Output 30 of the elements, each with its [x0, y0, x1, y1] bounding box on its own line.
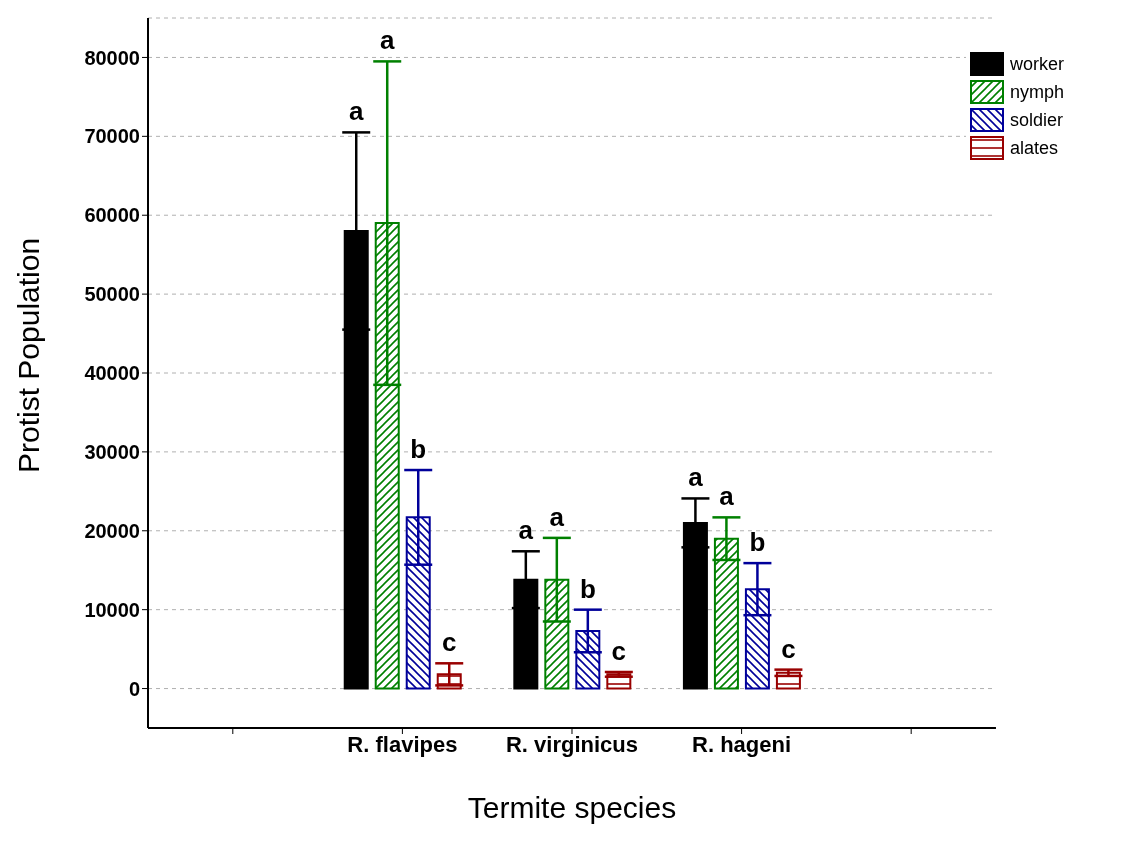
y-tick-label: 10000 [84, 598, 140, 621]
x-tick-label: R. hageni [692, 731, 792, 757]
annotation: c [441, 627, 457, 658]
y-tick-label: 0 [128, 677, 140, 700]
y-tick-label: 70000 [84, 125, 140, 148]
annotation: a [518, 515, 534, 546]
annotation: a [549, 501, 565, 532]
y-tick-label: 20000 [84, 519, 140, 542]
y-axis-title: Protist Population [11, 237, 45, 473]
annotation: b [579, 573, 596, 604]
y-tick-label: 30000 [84, 440, 140, 463]
annotation: a [348, 96, 364, 127]
legend-label: soldier [1009, 109, 1063, 131]
x-axis-title: Termite species [467, 791, 677, 824]
annotation: c [781, 633, 796, 664]
annotation: b [749, 527, 766, 558]
annotation: a [688, 462, 704, 493]
y-tick-label: 60000 [84, 204, 140, 227]
legend-label: worker [1009, 53, 1064, 75]
x-tick-label: R. virginicus [505, 731, 639, 757]
y-tick-label: 80000 [84, 46, 140, 69]
annotation: b [410, 434, 427, 465]
legend-label: alates [1009, 137, 1059, 159]
annotation: a [719, 481, 735, 512]
annotation: c [611, 635, 627, 666]
annotation: a [379, 25, 395, 56]
y-tick-label: 50000 [84, 283, 140, 306]
x-tick-label: R. flavipes [347, 731, 458, 757]
y-tick-label: 40000 [84, 362, 140, 385]
legend-label: nymph [1009, 81, 1064, 103]
